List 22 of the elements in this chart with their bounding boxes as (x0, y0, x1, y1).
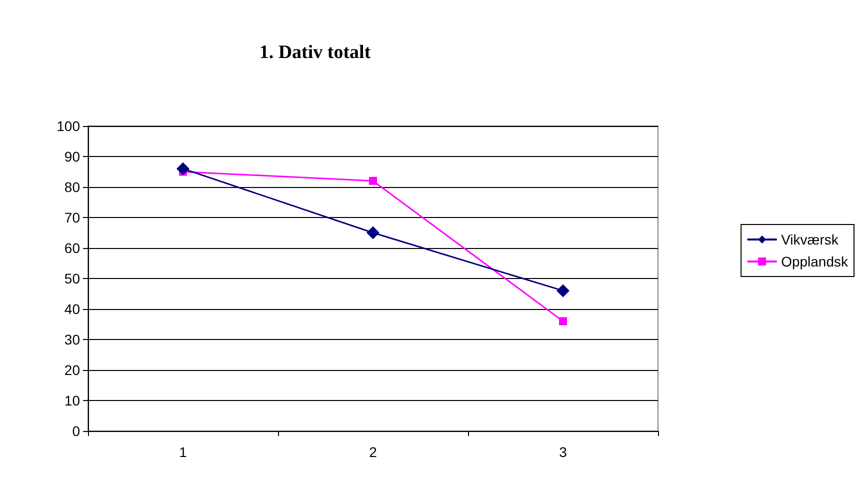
legend-label: Vikværsk (781, 232, 840, 248)
y-tick-label: 80 (64, 179, 80, 195)
legend-label: Opplandsk (781, 254, 849, 270)
y-tick-label: 100 (56, 118, 80, 134)
point (556, 284, 570, 298)
y-tick-label: 20 (64, 362, 80, 378)
point (176, 162, 190, 176)
y-tick-label: 10 (64, 392, 80, 408)
x-tick-label: 3 (559, 444, 568, 460)
y-tick-label: 0 (72, 423, 80, 439)
y-tick-label: 40 (64, 301, 80, 317)
y-tick-label: 70 (64, 210, 80, 226)
point (559, 317, 567, 326)
point (369, 176, 377, 185)
chart-title: 1. Dativ totalt (259, 42, 372, 63)
y-tick-label: 60 (64, 240, 80, 256)
point (366, 226, 380, 240)
x-tick-label: 2 (369, 444, 378, 460)
y-tick-label: 30 (64, 332, 80, 348)
y-tick-label: 90 (64, 148, 80, 164)
x-tick-label: 1 (179, 444, 188, 460)
y-tick-label: 50 (64, 270, 80, 286)
